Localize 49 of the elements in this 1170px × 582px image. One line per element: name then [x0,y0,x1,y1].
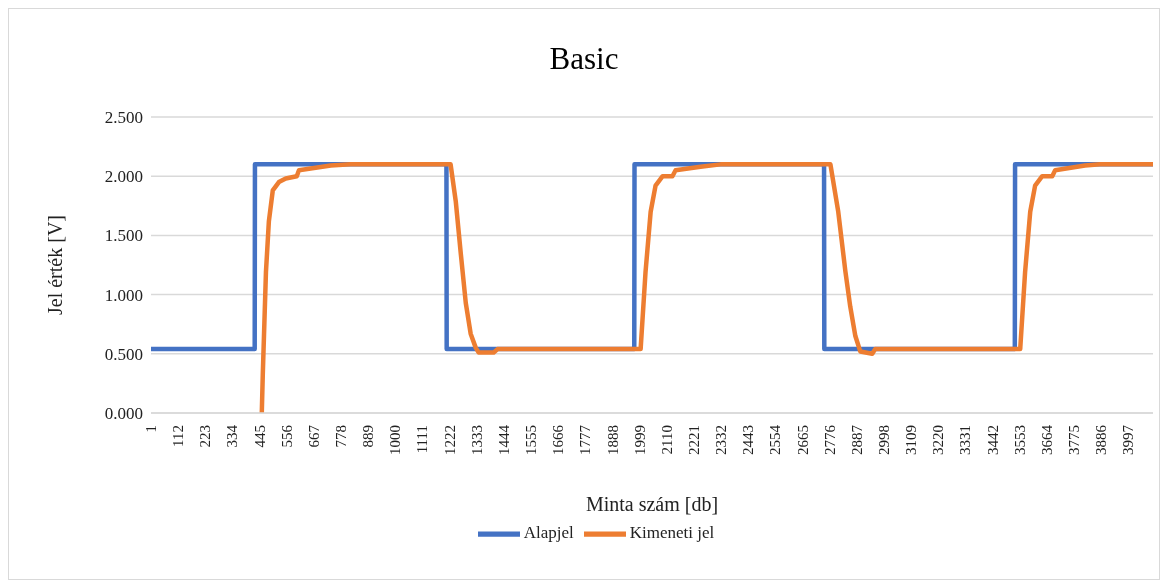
x-tick-label: 1 [143,425,159,433]
x-tick-label: 1999 [631,425,648,455]
x-tick-label: 556 [278,424,295,448]
x-tick-label: 445 [251,425,268,448]
x-tick-label: 2665 [794,425,811,455]
y-tick-label: 1.500 [104,226,143,246]
x-tick-label: 1333 [468,425,485,455]
x-tick-label: 1666 [550,424,567,455]
x-axis-title: Minta szám [db] [585,493,719,515]
y-tick-label: 0.000 [104,404,143,424]
x-tick-label: 1222 [441,425,458,455]
legend-label: Kimeneti jel [629,522,715,542]
x-tick-label: 334 [224,424,241,448]
x-tick-label: 2332 [713,425,730,455]
x-tick-label: 1777 [577,424,594,455]
x-tick-label: 3553 [1011,425,1028,455]
x-tick-label: 112 [170,425,187,447]
x-tick-label: 2998 [875,425,892,455]
x-tick-label: 1888 [604,425,621,455]
x-tick-label: 3331 [957,425,974,455]
x-tick-label: 2554 [767,424,784,455]
y-tick-label: 0.500 [104,344,143,364]
x-tick-label: 2443 [740,425,757,455]
x-tick-label: 2776 [821,424,838,455]
line-series [259,162,1153,413]
legend-label: Alapjel [523,522,574,542]
y-tick-label: 2.500 [104,108,143,128]
x-tick-label: 3664 [1038,424,1055,455]
x-tick-label: 778 [333,425,350,448]
y-axis-title: Jel érték [V] [44,215,67,315]
y-tick-label: 1.000 [104,285,143,305]
x-tick-label: 3886 [1093,424,1110,455]
x-tick-label: 1444 [495,424,512,455]
x-tick-label: 1555 [523,425,540,455]
x-tick-label: 2221 [685,425,702,455]
x-tick-label: 3109 [903,425,920,455]
x-tick-label: 1111 [414,425,431,454]
y-tick-label: 2.000 [104,167,143,187]
x-tick-label: 3220 [930,425,947,455]
x-tick-label: 3997 [1120,424,1137,455]
x-tick-label: 2110 [658,425,675,455]
x-tick-label: 667 [305,424,322,448]
x-tick-label: 3442 [984,425,1001,455]
x-tick-label: 2887 [848,424,865,455]
x-tick-label: 223 [197,425,214,448]
x-tick-label: 1000 [387,425,404,455]
x-tick-label: 3775 [1066,425,1082,455]
x-tick-label: 889 [360,425,377,448]
chart-title: Basic [549,41,619,77]
